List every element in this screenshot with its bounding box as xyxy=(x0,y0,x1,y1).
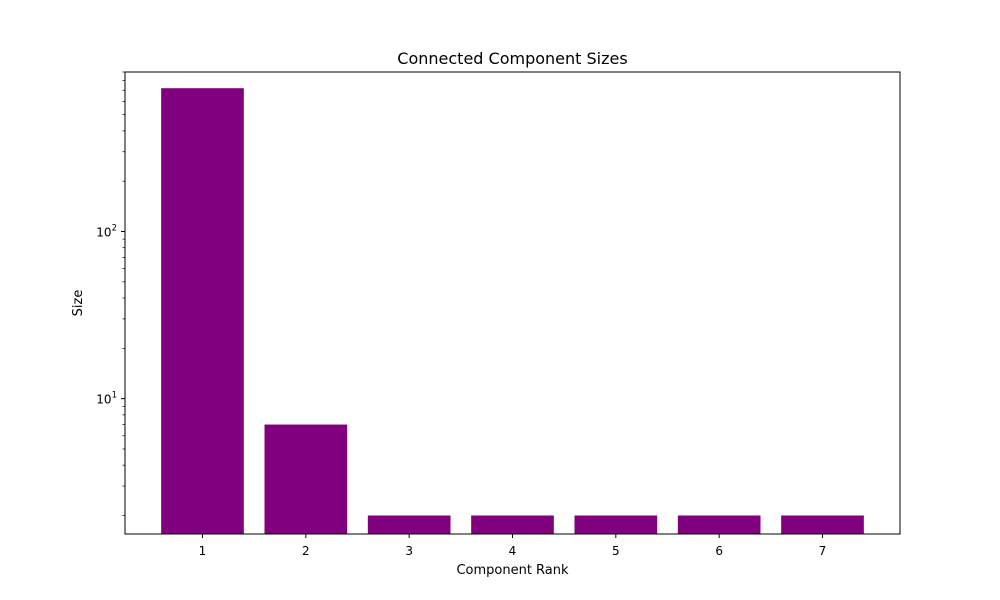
bar-5 xyxy=(574,515,658,534)
x-tick-label: 3 xyxy=(405,544,413,558)
x-tick-label: 2 xyxy=(302,544,310,558)
y-tick-label: 102 xyxy=(96,224,117,240)
bar-1 xyxy=(161,88,244,534)
chart-title: Connected Component Sizes xyxy=(397,49,627,68)
x-tick-label: 1 xyxy=(199,544,207,558)
bar-7 xyxy=(781,515,864,534)
y-axis-label: Size xyxy=(71,290,86,317)
bar-3 xyxy=(367,515,451,534)
y-tick-label: 101 xyxy=(96,391,117,407)
x-tick-label: 7 xyxy=(819,544,827,558)
x-tick-label: 6 xyxy=(715,544,723,558)
bar-2 xyxy=(264,424,348,534)
plot-frame xyxy=(124,71,901,535)
bar-group xyxy=(161,88,864,534)
x-axis-label: Component Rank xyxy=(456,563,569,578)
x-axis-ticks: 1 2 3 4 5 6 7 xyxy=(199,534,827,558)
bar-6 xyxy=(677,515,761,534)
x-tick-label: 4 xyxy=(509,544,517,558)
y-axis-ticks: 101 102 xyxy=(96,71,125,516)
x-tick-label: 5 xyxy=(612,544,620,558)
bar-4 xyxy=(471,515,554,534)
